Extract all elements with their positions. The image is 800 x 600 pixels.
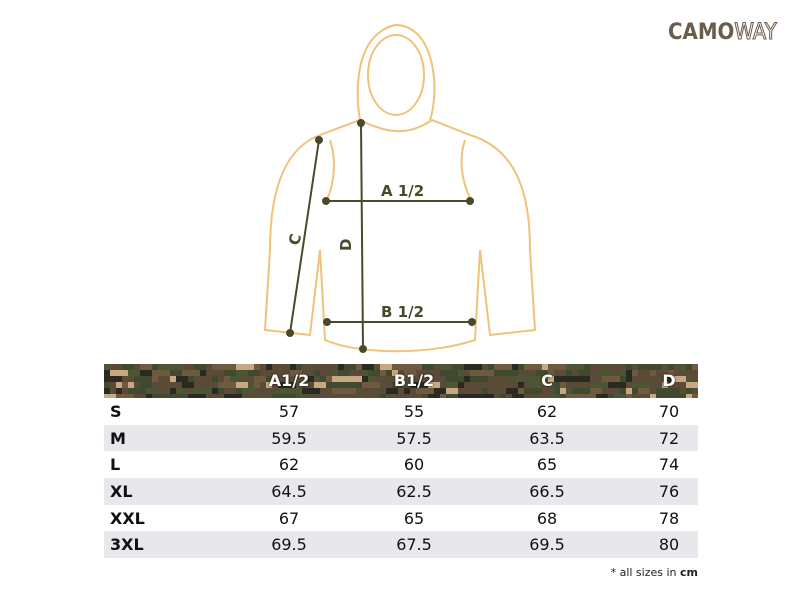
cell-value: 69.5 [529, 535, 565, 555]
cell-value: 74 [658, 455, 680, 475]
size-table: A1/2 B1/2 C D S 57 55 62 70 M 59.5 57.5 63.5 72 L 6… [104, 364, 698, 559]
cell-value: 66.5 [529, 482, 565, 502]
table-row: L 62 60 65 74 [104, 451, 698, 478]
jacket-diagram: A 1/2 B 1/2 C D [263, 23, 537, 353]
cell-value: 69.5 [271, 535, 307, 555]
cell-value: 70 [658, 402, 680, 421]
size-label: M [110, 428, 126, 448]
header-a: A1/2 [268, 371, 310, 390]
label-a: A 1/2 [381, 182, 424, 200]
cell-value: 63.5 [529, 428, 565, 448]
cell-value: 65 [536, 455, 558, 475]
cell-value: 62 [278, 455, 300, 475]
measure-d-line [360, 122, 364, 350]
cell-value: 64.5 [271, 482, 307, 502]
table-header: A1/2 B1/2 C D [104, 364, 698, 398]
table-row: XXL 67 65 68 78 [104, 505, 698, 532]
size-label: S [110, 402, 122, 421]
measure-lines [286, 119, 476, 353]
cell-value: 67 [278, 508, 300, 528]
header-c: C [541, 371, 553, 390]
table-row: M 59.5 57.5 63.5 72 [104, 424, 698, 452]
table-row: XL 64.5 62.5 66.5 76 [104, 478, 698, 505]
camo-pattern [104, 364, 698, 398]
cell-value: 65 [403, 508, 425, 528]
label-c: C [285, 232, 305, 247]
cell-value: 62 [536, 402, 558, 421]
header-d: D [662, 371, 676, 390]
table-row: 3XL 69.5 67.5 69.5 80 [104, 531, 698, 559]
table-row: S 57 55 62 70 [104, 398, 698, 425]
cell-value: 67.5 [396, 535, 432, 555]
cell-value: 80 [658, 535, 680, 555]
cell-value: 78 [658, 508, 680, 528]
size-label: 3XL [110, 535, 144, 555]
units-note: * all sizes in cm [610, 566, 698, 579]
cell-value: 62.5 [396, 482, 432, 502]
header-b: B1/2 [393, 371, 435, 390]
size-label: XXL [110, 508, 145, 528]
cell-value: 55 [403, 402, 425, 421]
cell-value: 72 [658, 428, 680, 448]
cell-value: 68 [536, 508, 558, 528]
label-d: D [337, 239, 355, 251]
size-label: L [110, 455, 121, 475]
label-b: B 1/2 [381, 303, 424, 321]
cell-value: 57 [278, 402, 300, 421]
cell-value: 57.5 [396, 428, 432, 448]
measure-c-line [289, 139, 320, 334]
cell-value: 76 [658, 482, 680, 502]
cell-value: 59.5 [271, 428, 307, 448]
brand-logo: CAMOWAY [668, 20, 777, 46]
cell-value: 60 [403, 455, 425, 475]
size-label: XL [110, 482, 133, 502]
